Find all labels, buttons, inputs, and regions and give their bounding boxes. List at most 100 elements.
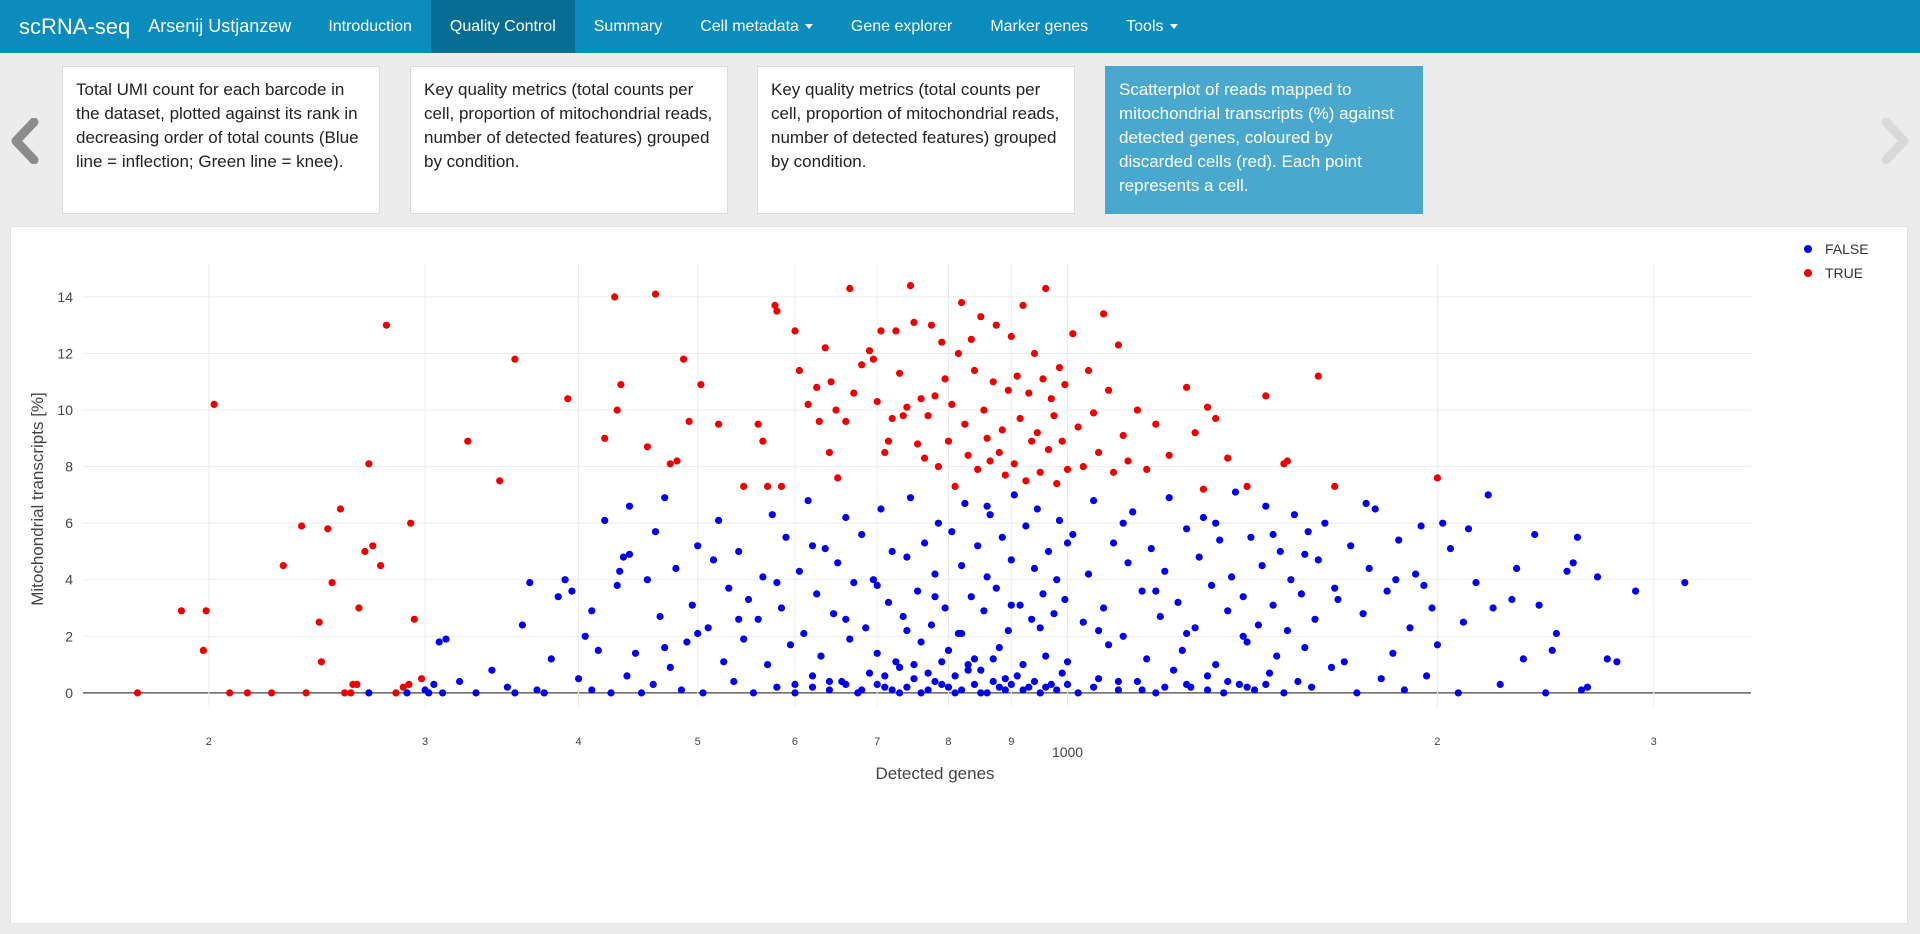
kept-cell-point [821,545,829,553]
app-brand[interactable]: scRNA-seq [19,14,131,39]
discarded-cell-point [1100,310,1108,318]
discarded-cell-point [899,412,907,420]
discarded-cell-point [1084,366,1093,375]
y-tick-label: 12 [57,345,73,361]
kept-cell-point [1321,519,1329,527]
legend-marker [1804,269,1812,277]
discarded-cell-point [715,420,723,428]
card-text: Total UMI count for each barcode in the … [76,80,359,171]
kept-cell-point [896,689,904,697]
kept-cell-point [1231,488,1240,496]
kept-cell-point [1109,539,1118,547]
discarded-cell-point [302,689,310,697]
kept-cell-point [1063,539,1072,547]
kept-cell-point [1389,649,1397,657]
kept-cell-point [1243,638,1251,646]
kept-cell-point [1165,494,1173,502]
kept-cell-point [1239,593,1247,601]
kept-cell-point [730,677,738,686]
carousel-next-button[interactable] [1876,117,1912,165]
kept-cell-point [526,579,534,587]
kept-cell-point [910,675,918,683]
kept-cell-point [1535,601,1543,609]
kept-cell-point [1428,604,1436,612]
nav-quality-control[interactable]: Quality Control [430,0,575,53]
discarded-cell-point [992,321,1000,329]
kept-cell-point [825,677,834,686]
kept-cell-point [744,595,753,604]
kept-cell-point [561,576,569,584]
kept-cell-point [881,683,889,691]
discarded-cell-point [1143,465,1151,473]
nav-summary[interactable]: Summary [575,0,681,53]
kept-cell-point [941,604,949,612]
x-axis-title: Detected genes [875,764,994,783]
kept-cell-point [688,601,696,609]
kept-cell-point [924,686,932,694]
x-axis-ticks: 2 3 4 5 6 7 8 9 1000 2 3 [206,736,1657,760]
discarded-cell-point [1028,437,1036,445]
kept-cell-point [1613,658,1621,666]
discarded-cell-point [601,434,609,442]
kept-cell-point [1152,689,1160,697]
kept-cell-point [1174,598,1182,606]
kept-cell-point [1417,522,1425,530]
discarded-cell-point [392,689,400,697]
plot-legend[interactable]: FALSE TRUE [1804,241,1869,281]
kept-cell-point [842,680,850,688]
kept-cell-point [846,635,854,643]
kept-cell-point [425,689,433,697]
discarded-cell-point [1047,395,1055,403]
kept-cell-point [768,511,776,519]
kept-cell-point [817,652,825,660]
kept-cell-point [1039,590,1047,598]
nav-introduction[interactable]: Introduction [309,0,431,53]
kept-cell-point [1224,607,1232,615]
kept-cell-point [1258,562,1266,570]
kept-cell-point [699,689,707,697]
carousel-card-barcode-rank[interactable]: Total UMI count for each barcode in the … [62,66,380,214]
discarded-cell-point [910,318,918,326]
kept-cell-point [873,680,881,688]
kept-cell-point [1013,672,1021,680]
kept-cell-point [1632,587,1640,595]
discarded-cell-point [764,482,772,490]
carousel-card-qc-metrics-1[interactable]: Key quality metrics (total counts per ce… [410,66,728,214]
kept-cell-point [720,658,728,666]
discarded-cell-point [998,426,1006,434]
kept-cell-point [974,542,982,550]
kept-cell-point [661,494,669,502]
kept-cell-point [1007,680,1015,688]
kept-cell-point [1022,522,1030,530]
kept-cell-point [948,528,956,536]
kept-cell-point [1105,641,1113,649]
nav-tools-dropdown[interactable]: Tools [1107,0,1196,53]
kept-cell-point [1304,528,1312,536]
discarded-cell-point [977,313,985,321]
discarded-cell-point [1262,392,1270,400]
kept-cell-point [1573,533,1581,541]
discarded-cell-point [884,437,893,445]
kept-cell-point [1161,683,1169,691]
kept-cell-point [1283,627,1291,635]
kept-cell-point [1262,680,1270,688]
kept-cell-point [888,686,896,694]
nav-cell-metadata-dropdown[interactable]: Cell metadata [681,0,832,53]
carousel-card-mito-scatter[interactable]: Scatterplot of reads mapped to mitochond… [1105,66,1423,214]
nav-marker-genes[interactable]: Marker genes [971,0,1107,53]
mito-vs-genes-scatterplot[interactable]: 0 2 4 6 8 10 12 14 2 3 4 5 6 7 8 9 1000 2 3 Detected gene… [11,227,1907,923]
carousel-card-qc-metrics-2[interactable]: Key quality metrics (total counts per ce… [757,66,1075,214]
kept-cell-point [1308,683,1316,691]
discarded-cell-point [1004,386,1012,394]
discarded-cell-point [617,381,625,389]
kept-cell-point [910,661,918,669]
discarded-cell-point [1030,349,1039,358]
y-tick-label: 14 [57,289,73,305]
y-tick-label: 8 [65,459,73,475]
kept-cell-point [995,644,1003,652]
kept-cell-point [1001,675,1009,683]
nav-gene-explorer[interactable]: Gene explorer [832,0,971,53]
discarded-cell-point [934,463,943,471]
kept-cell-point [1280,689,1288,697]
carousel-prev-button[interactable] [8,117,44,165]
